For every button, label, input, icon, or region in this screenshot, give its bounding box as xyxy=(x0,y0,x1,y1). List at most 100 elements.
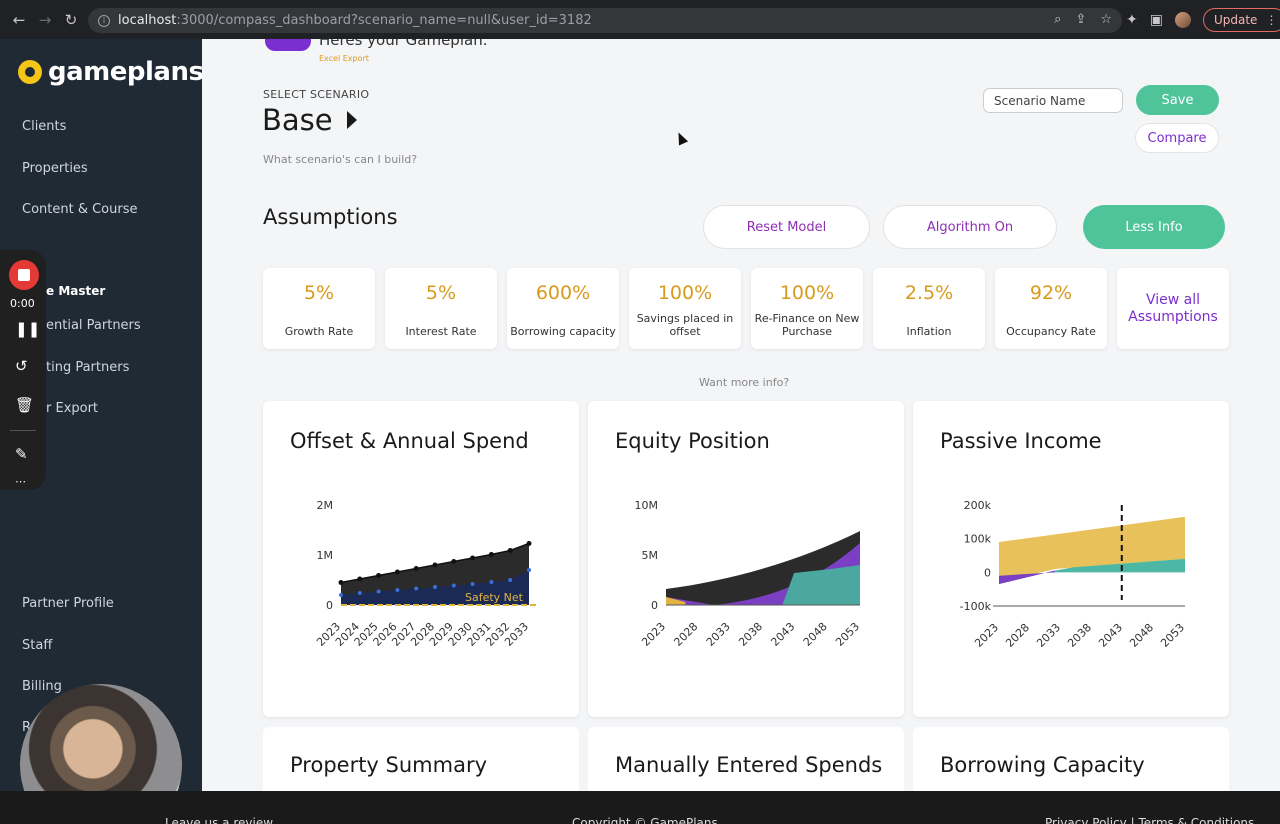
sidebar-item-clients[interactable]: Clients xyxy=(22,119,67,134)
passive-income-chart: 200k 100k 0 -100k 2023 2028 2033 2038 2043 2048 20… xyxy=(960,499,1187,650)
review-link[interactable]: Leave us a review xyxy=(165,816,274,824)
side-panel-icon[interactable]: ▣ xyxy=(1149,12,1163,28)
trash-icon[interactable]: 🗑 xyxy=(15,396,35,414)
browser-chrome: ← → ↻ i localhost :3000/compass_dashboar… xyxy=(0,0,1280,39)
x-tick-label: 2028 xyxy=(1003,621,1032,650)
scenario-name-input[interactable] xyxy=(983,88,1123,113)
share-icon[interactable]: ⇪ xyxy=(1075,12,1087,27)
sidebar-item-partner-profile[interactable]: Partner Profile xyxy=(22,596,114,611)
y-tick-label: 200k xyxy=(964,499,992,512)
sidebar-item-properties[interactable]: Properties xyxy=(22,161,88,176)
forward-icon[interactable]: → xyxy=(38,10,52,29)
annual-spend-point xyxy=(376,573,382,578)
pause-icon[interactable]: ❚❚ xyxy=(15,320,41,338)
x-tick-label: 2023 xyxy=(639,620,668,649)
legal-links[interactable]: Privacy Policy | Terms & Conditions xyxy=(1045,816,1255,824)
logo-text: gameplans xyxy=(48,57,204,87)
restart-icon[interactable]: ↺ xyxy=(15,357,28,375)
card-value: 5% xyxy=(303,282,335,304)
card-label: Occupancy Rate xyxy=(1006,325,1096,338)
assumption-card-interest[interactable]: 5% Interest Rate xyxy=(385,268,497,349)
panel-title: Property Summary xyxy=(290,753,488,777)
annual-spend-point xyxy=(432,562,438,568)
assumption-card-growth[interactable]: 5% Growth Rate xyxy=(263,268,375,349)
offset-annual-spend-panel: Offset & Annual Spend Safety Net 2M 1M 0 202… xyxy=(263,401,579,717)
y-tick-label: 0 xyxy=(651,599,658,612)
back-icon[interactable]: ← xyxy=(12,10,26,29)
assumption-card-borrowing[interactable]: 600% Borrowing capacity xyxy=(507,268,619,349)
less-info-button[interactable]: Less Info xyxy=(1083,205,1225,249)
info-icon[interactable]: i xyxy=(98,14,110,27)
footer: Leave us a review Copyright © GamePlans … xyxy=(0,791,1280,824)
x-tick-label: 2033 xyxy=(1034,621,1063,650)
x-tick-label: 2043 xyxy=(1096,621,1125,650)
reset-model-button[interactable]: Reset Model xyxy=(703,205,870,249)
card-value: 2.5% xyxy=(904,282,954,304)
assumptions-title: Assumptions xyxy=(263,205,398,229)
y-tick-label: 1M xyxy=(317,549,334,562)
annual-spend-point xyxy=(507,548,513,553)
panel-title: Manually Entered Spends xyxy=(615,753,883,777)
star-icon[interactable]: ☆ xyxy=(1100,12,1112,27)
card-value: 100% xyxy=(657,282,713,304)
annual-spend-point xyxy=(394,569,400,575)
property-summary-panel: Property Summary xyxy=(263,727,579,791)
zoom-icon[interactable]: ⌕ xyxy=(1054,12,1062,27)
more-info-link[interactable]: Want more info? xyxy=(699,376,790,389)
save-button[interactable]: Save xyxy=(1136,85,1219,115)
scenario-selector[interactable]: Base xyxy=(262,103,357,137)
card-label: Savings placed in offset xyxy=(636,312,734,338)
annual-spend-point xyxy=(470,555,476,561)
y-tick-label: 2M xyxy=(317,499,334,512)
excel-export-link[interactable]: Excel Export xyxy=(319,54,369,63)
x-tick-label: 2023 xyxy=(972,621,1001,650)
compare-button[interactable]: Compare xyxy=(1135,123,1219,153)
offset-chart: Safety Net2M1M02023202420252026202720282… xyxy=(314,499,537,649)
view-all-assumptions-button[interactable]: View all Assumptions xyxy=(1117,268,1229,349)
address-bar[interactable]: i localhost :3000/compass_dashboard?scen… xyxy=(88,8,1122,33)
equity-gold-area xyxy=(666,597,686,605)
sidebar-item-staff[interactable]: Staff xyxy=(22,638,53,653)
stop-record-button[interactable] xyxy=(9,260,39,290)
algorithm-toggle-button[interactable]: Algorithm On xyxy=(883,205,1057,249)
profile-avatar[interactable] xyxy=(1174,12,1191,28)
annual-spend-point xyxy=(451,559,457,564)
update-button[interactable]: Update ⋮ xyxy=(1202,8,1280,32)
select-scenario-label: SELECT SCENARIO xyxy=(263,88,370,101)
x-tick-label: 2028 xyxy=(671,620,700,649)
sidebar-section-master: e Master xyxy=(46,284,106,298)
offset-point xyxy=(395,588,400,592)
passive-teal-area xyxy=(1045,558,1185,573)
reload-icon[interactable]: ↻ xyxy=(64,10,78,29)
sidebar-item-r[interactable]: R xyxy=(22,720,32,735)
card-label: Inflation xyxy=(906,325,952,338)
logo[interactable]: gameplans xyxy=(18,57,204,87)
sidebar-item-content-course[interactable]: Content & Course xyxy=(22,202,138,217)
update-label: Update xyxy=(1213,13,1258,27)
offset-point xyxy=(451,583,456,588)
sidebar-item-existing-partners[interactable]: ting Partners xyxy=(46,360,130,375)
recorder-time: 0:00 xyxy=(10,297,35,310)
scenario-help-text[interactable]: What scenario's can I build? xyxy=(263,153,418,166)
assumption-card-inflation[interactable]: 2.5% Inflation xyxy=(873,268,985,349)
sidebar-item-potential-partners[interactable]: ential Partners xyxy=(46,318,141,333)
extensions-icon[interactable]: ✦ xyxy=(1126,12,1138,28)
annual-spend-point xyxy=(413,566,419,571)
main-content: Heres your Gameplan. Excel Export SELECT… xyxy=(202,39,1280,791)
assumption-card-occupancy[interactable]: 92% Occupancy Rate xyxy=(995,268,1107,349)
card-value: 100% xyxy=(779,282,835,304)
pen-icon[interactable]: ✎ xyxy=(15,445,28,463)
more-dots-icon[interactable]: ⋯ xyxy=(15,475,26,488)
offset-point xyxy=(527,568,531,572)
sidebar-item-billing[interactable]: Billing xyxy=(22,679,62,694)
sidebar-item-export[interactable]: r Export xyxy=(46,401,99,416)
card-label: Interest Rate xyxy=(405,325,477,338)
menu-dots-icon: ⋮ xyxy=(1265,13,1278,27)
page-title: Heres your Gameplan. xyxy=(319,39,488,49)
x-tick-label: 2038 xyxy=(1065,621,1094,650)
y-tick-label: 0 xyxy=(984,566,991,579)
offset-point xyxy=(339,593,343,597)
assumption-card-refinance[interactable]: 100% Re-Finance on New Purchase xyxy=(751,268,863,349)
assumption-card-savings[interactable]: 100% Savings placed in offset xyxy=(629,268,741,349)
y-tick-label: -100k xyxy=(960,600,992,613)
